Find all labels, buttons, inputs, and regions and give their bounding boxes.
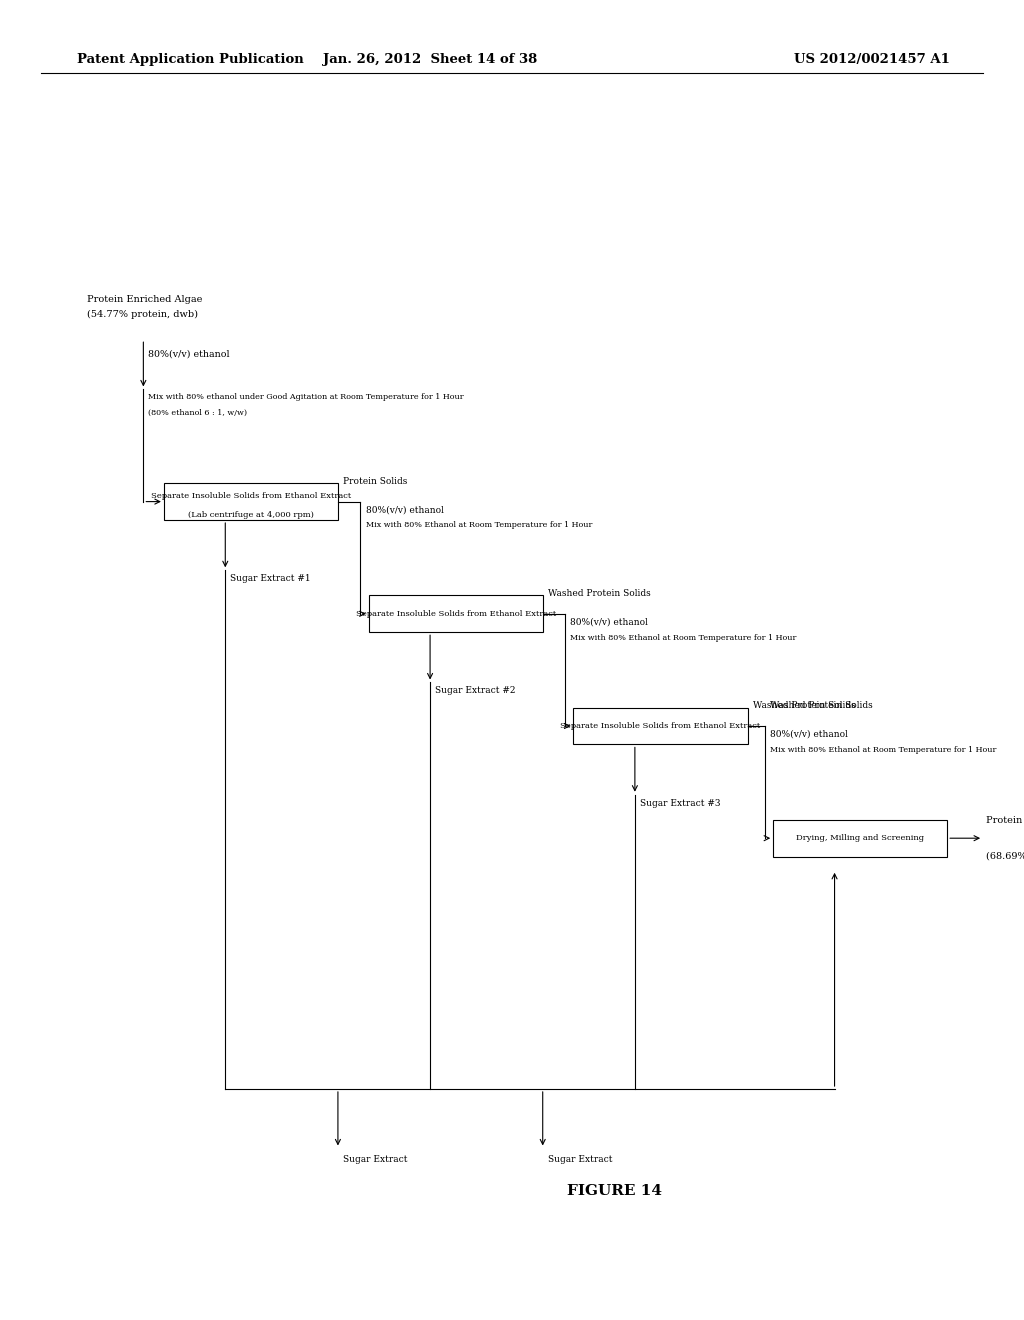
Text: (Lab centrifuge at 4,000 rpm): (Lab centrifuge at 4,000 rpm): [188, 511, 313, 519]
Text: 80%(v/v) ethanol: 80%(v/v) ethanol: [148, 350, 230, 358]
Bar: [773, 820, 947, 857]
Text: Separate Insoluble Solids from Ethanol Extract: Separate Insoluble Solids from Ethanol E…: [355, 610, 556, 618]
Text: Protein Concentrate: Protein Concentrate: [986, 816, 1024, 825]
Text: Drying, Milling and Screening: Drying, Milling and Screening: [796, 834, 925, 842]
Text: (80% ethanol 6 : 1, w/w): (80% ethanol 6 : 1, w/w): [148, 409, 248, 417]
Text: Protein Solids: Protein Solids: [343, 477, 408, 486]
Text: Sugar Extract: Sugar Extract: [343, 1155, 408, 1164]
Text: Washed Protein Solids: Washed Protein Solids: [753, 701, 855, 710]
Text: Patent Application Publication: Patent Application Publication: [77, 53, 303, 66]
Text: Sugar Extract #2: Sugar Extract #2: [435, 686, 516, 696]
Text: FIGURE 14: FIGURE 14: [567, 1184, 662, 1197]
Text: Mix with 80% ethanol under Good Agitation at Room Temperature for 1 Hour: Mix with 80% ethanol under Good Agitatio…: [148, 393, 464, 401]
Text: Mix with 80% Ethanol at Room Temperature for 1 Hour: Mix with 80% Ethanol at Room Temperature…: [570, 634, 797, 642]
Text: Mix with 80% Ethanol at Room Temperature for 1 Hour: Mix with 80% Ethanol at Room Temperature…: [770, 746, 996, 754]
Text: 80%(v/v) ethanol: 80%(v/v) ethanol: [366, 506, 443, 515]
Text: Washed Protein Solids: Washed Protein Solids: [770, 701, 872, 710]
Text: Sugar Extract: Sugar Extract: [548, 1155, 612, 1164]
Text: Jan. 26, 2012  Sheet 14 of 38: Jan. 26, 2012 Sheet 14 of 38: [323, 53, 538, 66]
Text: Sugar Extract #3: Sugar Extract #3: [640, 799, 721, 808]
Text: 80%(v/v) ethanol: 80%(v/v) ethanol: [570, 618, 648, 627]
Text: (54.77% protein, dwb): (54.77% protein, dwb): [87, 310, 198, 319]
Text: Separate Insoluble Solids from Ethanol Extract: Separate Insoluble Solids from Ethanol E…: [151, 492, 351, 500]
Text: Separate Insoluble Solids from Ethanol Extract: Separate Insoluble Solids from Ethanol E…: [560, 722, 761, 730]
Bar: [573, 708, 748, 744]
Text: Mix with 80% Ethanol at Room Temperature for 1 Hour: Mix with 80% Ethanol at Room Temperature…: [366, 521, 592, 529]
Text: Washed Protein Solids: Washed Protein Solids: [548, 589, 650, 598]
Text: 80%(v/v) ethanol: 80%(v/v) ethanol: [770, 730, 848, 739]
Text: Protein Enriched Algae: Protein Enriched Algae: [87, 294, 203, 304]
Text: Sugar Extract #1: Sugar Extract #1: [230, 574, 311, 583]
Bar: [164, 483, 338, 520]
Bar: [369, 595, 543, 632]
Text: US 2012/0021457 A1: US 2012/0021457 A1: [794, 53, 949, 66]
Text: (68.69% protein, dwb): (68.69% protein, dwb): [986, 851, 1024, 861]
